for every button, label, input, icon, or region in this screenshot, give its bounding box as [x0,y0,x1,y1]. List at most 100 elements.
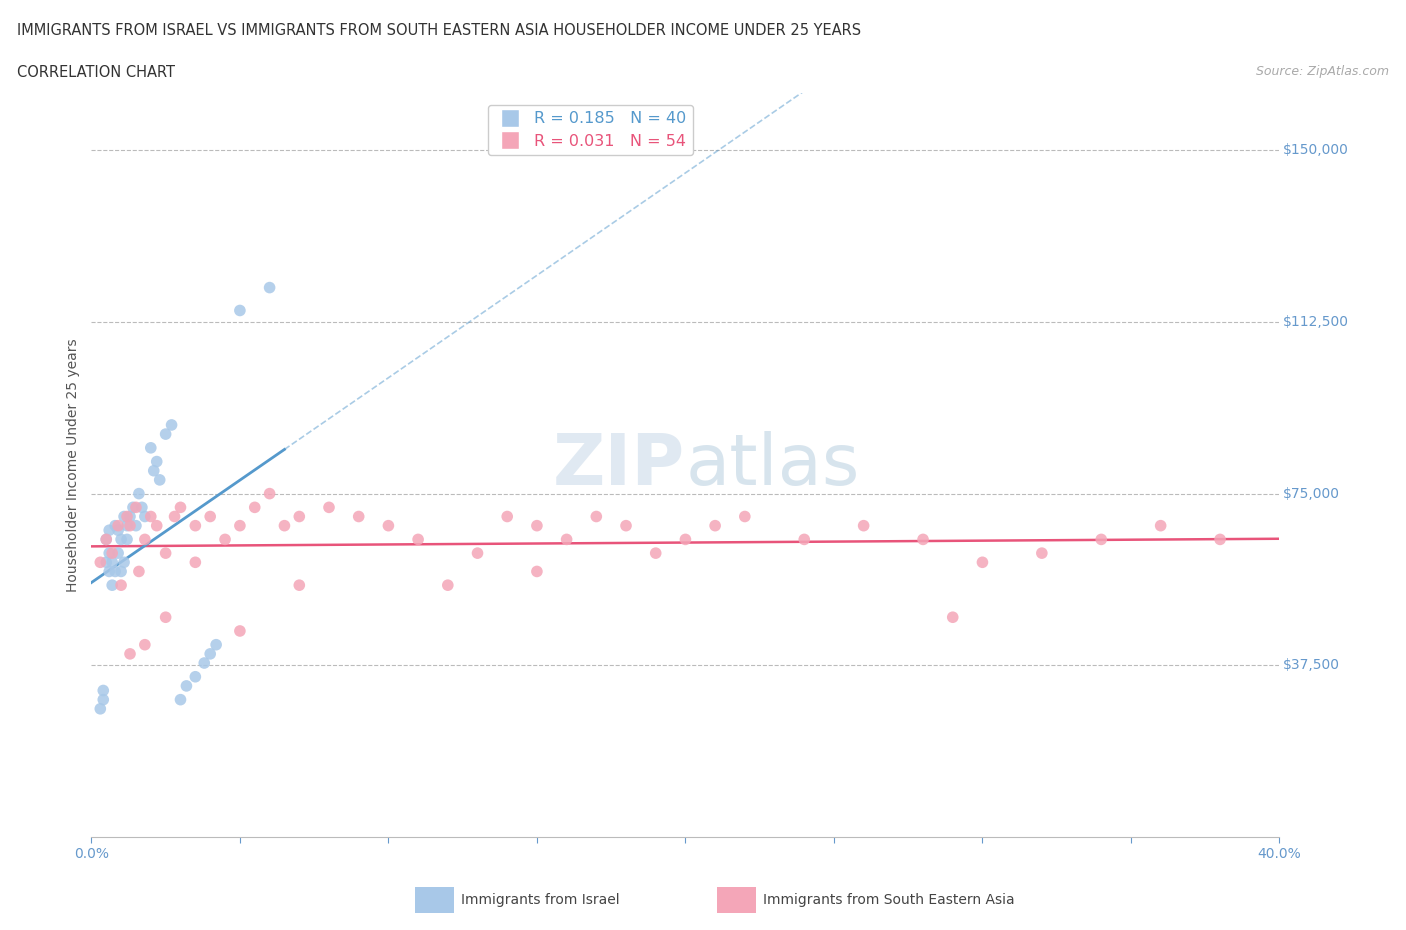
Text: CORRELATION CHART: CORRELATION CHART [17,65,174,80]
Text: atlas: atlas [685,431,860,499]
Text: Immigrants from Israel: Immigrants from Israel [461,893,620,908]
Point [200,646,222,661]
Text: Immigrants from South Eastern Asia: Immigrants from South Eastern Asia [763,893,1015,908]
Point [496,509,519,524]
Point [107,546,129,561]
Point [139,441,162,456]
Point [128,486,150,501]
Text: ZIP: ZIP [553,431,685,499]
Point [229,303,252,318]
Point [115,518,138,533]
Point [1031,546,1053,561]
Point [107,518,129,533]
Point [155,546,177,561]
Point [526,564,548,578]
Point [734,509,756,524]
Point [134,532,156,547]
Point [125,518,148,533]
Legend: R = 0.185   N = 40, R = 0.031   N = 54: R = 0.185 N = 40, R = 0.031 N = 54 [488,105,693,155]
Point [169,692,191,707]
Point [288,509,311,524]
Point [110,578,132,592]
Point [110,532,132,547]
Text: IMMIGRANTS FROM ISRAEL VS IMMIGRANTS FROM SOUTH EASTERN ASIA HOUSEHOLDER INCOME : IMMIGRANTS FROM ISRAEL VS IMMIGRANTS FRO… [17,23,860,38]
Point [101,546,124,561]
Text: $112,500: $112,500 [1284,315,1348,329]
Point [467,546,489,561]
Point [96,532,118,547]
Point [91,683,114,698]
Point [193,656,215,671]
Y-axis label: Householder Income Under 25 years: Householder Income Under 25 years [66,339,80,591]
Point [149,472,172,487]
Point [89,555,111,570]
Point [259,280,281,295]
Point [96,532,118,547]
Point [259,486,281,501]
Point [115,532,138,547]
Point [104,564,127,578]
Point [145,454,167,469]
Point [614,518,637,533]
Point [107,523,129,538]
Point [101,555,124,570]
Point [585,509,607,524]
Point [169,500,191,515]
Point [122,500,145,515]
Point [347,509,370,524]
Text: $37,500: $37,500 [1284,658,1340,672]
Point [673,532,696,547]
Point [1090,532,1112,547]
Point [288,578,311,592]
Point [112,509,135,524]
Point [98,564,121,578]
Point [155,610,177,625]
Point [160,418,183,432]
Point [1149,518,1171,533]
Point [793,532,815,547]
Point [942,610,965,625]
Point [406,532,429,547]
Text: $75,000: $75,000 [1284,486,1340,500]
Point [704,518,727,533]
Point [176,679,198,694]
Point [139,509,162,524]
Point [98,546,121,561]
Point [1209,532,1232,547]
Point [118,509,141,524]
Text: Source: ZipAtlas.com: Source: ZipAtlas.com [1256,65,1389,78]
Point [110,564,132,578]
Point [131,500,153,515]
Point [852,518,875,533]
Point [243,500,266,515]
Point [205,637,228,652]
Point [184,555,207,570]
Point [98,523,121,538]
Point [134,509,156,524]
Point [911,532,934,547]
Point [104,518,127,533]
Point [184,670,207,684]
Point [229,518,252,533]
Point [115,509,138,524]
Point [89,701,111,716]
Point [101,578,124,592]
Point [273,518,295,533]
Point [145,518,167,533]
Point [214,532,236,547]
Point [155,427,177,442]
Point [142,463,165,478]
Point [200,509,222,524]
Point [96,555,118,570]
Point [555,532,578,547]
Point [112,555,135,570]
Point [91,692,114,707]
Point [318,500,340,515]
Point [644,546,666,561]
Point [436,578,458,592]
Point [163,509,186,524]
Point [134,637,156,652]
Point [118,646,141,661]
Point [118,518,141,533]
Point [125,500,148,515]
